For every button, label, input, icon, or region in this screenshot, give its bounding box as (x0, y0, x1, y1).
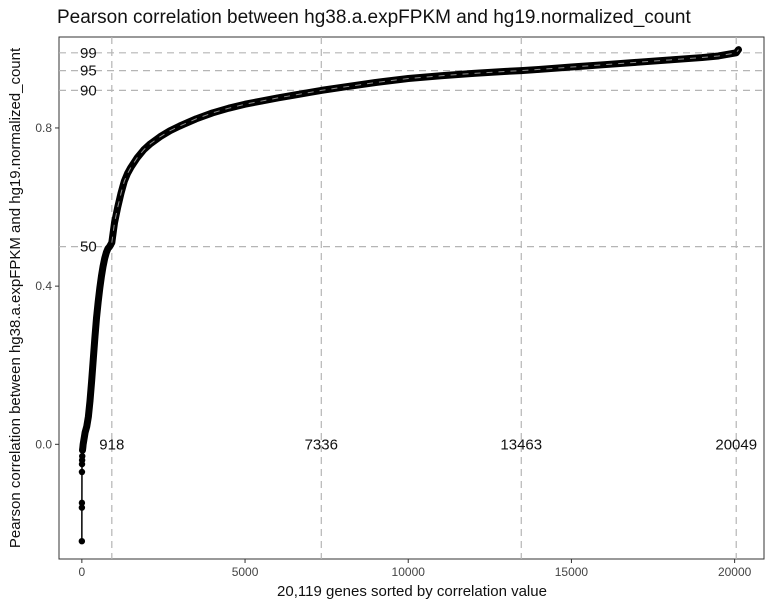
data-point (209, 109, 216, 117)
chart-title: Pearson correlation between hg38.a.expFP… (57, 7, 691, 28)
data-point (93, 314, 100, 321)
x-tick-label: 20000 (718, 565, 752, 579)
data-point (176, 122, 183, 130)
data-point (339, 84, 347, 91)
data-point (91, 334, 99, 341)
data-point (79, 452, 86, 460)
x-tick-label: 15000 (555, 565, 589, 579)
y-tick-label: 0.8 (35, 121, 52, 135)
data-point (99, 263, 107, 270)
x-axis: 0 5000 10000 15000 20000 (79, 559, 752, 579)
v-guide-label: 7336 (305, 436, 338, 453)
v-guide-label: 20049 (715, 436, 757, 453)
data-point (633, 59, 640, 66)
x-tick-label: 5000 (232, 565, 259, 579)
data-point (241, 101, 249, 108)
h-guide-label: 99 (80, 45, 97, 62)
h-guide-label: 95 (80, 63, 97, 80)
y-axis-title: Pearson correlation between hg38.a.expFP… (7, 47, 24, 548)
data-point (90, 356, 97, 363)
data-point (470, 70, 477, 77)
data-point (86, 397, 94, 405)
data-point (78, 499, 86, 507)
data-point (372, 79, 379, 86)
data-point (78, 538, 86, 545)
data-point (502, 68, 510, 75)
series-correlation (78, 46, 742, 545)
data-point (518, 67, 525, 74)
data-point (111, 219, 118, 227)
h-guide-label: 90 (80, 82, 97, 99)
data-point (96, 284, 104, 292)
data-point (78, 504, 86, 511)
x-tick-label: 0 (79, 565, 86, 579)
data-point (78, 468, 86, 476)
y-tick-label: 0.0 (35, 437, 52, 451)
data-point (98, 273, 105, 280)
data-point (94, 298, 102, 306)
data-point (83, 423, 90, 430)
data-point (600, 61, 608, 68)
data-point (290, 91, 298, 99)
data-point (81, 429, 89, 436)
series-highlight (111, 49, 739, 243)
v-guide-label: 918 (99, 436, 124, 453)
series-thick-line (79, 46, 742, 454)
guide-lines (59, 37, 764, 559)
data-point (85, 413, 92, 420)
x-tick-label: 10000 (392, 565, 426, 579)
y-axis: 0.0 0.4 0.8 (35, 121, 59, 451)
y-tick-label: 0.4 (35, 279, 52, 293)
data-point (124, 170, 131, 177)
x-axis-title: 20,119 genes sorted by correlation value (277, 583, 547, 600)
data-point (88, 377, 95, 385)
v-guide-label: 13463 (500, 436, 542, 453)
data-point (101, 255, 108, 262)
plot-panel (58, 36, 765, 560)
h-guide-label: 50 (80, 239, 97, 256)
